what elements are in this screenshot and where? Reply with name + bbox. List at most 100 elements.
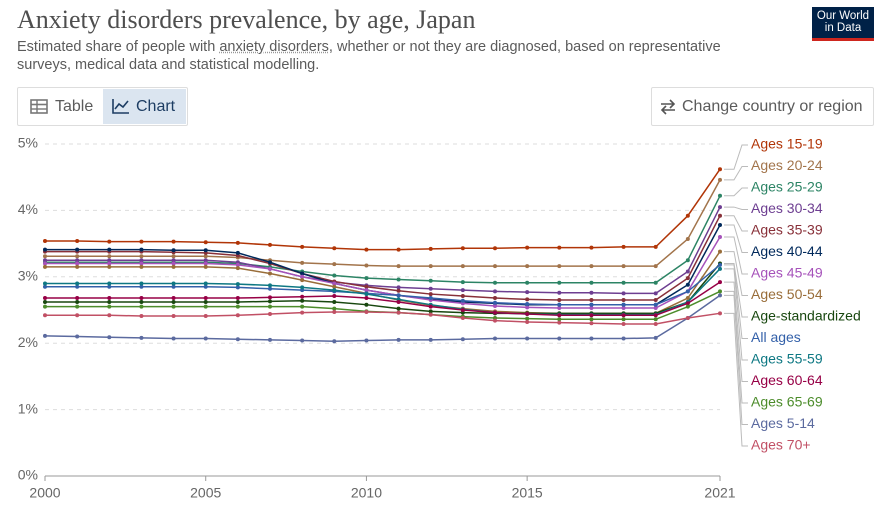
data-point [428, 312, 433, 317]
data-point [332, 280, 337, 285]
data-point [718, 289, 722, 294]
legend-label: Ages 5-14 [751, 415, 815, 431]
data-point [621, 317, 626, 322]
data-point [493, 318, 497, 323]
legend-label: Ages 70+ [751, 437, 811, 453]
data-point [107, 335, 112, 340]
data-point [171, 239, 176, 244]
data-point [75, 300, 80, 305]
title: Anxiety disorders prevalence, by age, Ja… [17, 5, 476, 34]
data-point [43, 264, 47, 269]
data-point [460, 300, 465, 305]
data-point [75, 260, 80, 265]
swap-icon [660, 99, 676, 115]
series-line [45, 179, 721, 267]
data-point [685, 269, 690, 274]
data-point [171, 284, 176, 289]
legend-connector [724, 290, 748, 404]
data-point [589, 306, 594, 311]
data-point [685, 289, 690, 294]
data-point [428, 297, 433, 302]
y-tick-label: 5% [18, 135, 38, 151]
data-point [364, 296, 369, 301]
data-point [493, 304, 497, 309]
data-point [557, 280, 562, 285]
data-point [653, 298, 658, 303]
data-point [43, 333, 47, 338]
change-country-button[interactable]: Change country or region [651, 87, 874, 126]
data-point [396, 298, 401, 303]
data-point [525, 336, 530, 341]
data-point [203, 258, 208, 263]
tab-table[interactable]: Table [19, 89, 102, 124]
data-point [364, 292, 369, 297]
data-point [428, 292, 433, 297]
data-point [557, 245, 562, 250]
x-tick-label: 2015 [512, 485, 543, 501]
logo[interactable]: Our World in Data [812, 7, 874, 41]
data-point [107, 313, 112, 318]
data-point [718, 193, 722, 198]
data-point [332, 309, 337, 314]
data-point [493, 336, 497, 341]
y-tick-label: 1% [18, 400, 38, 416]
data-point [171, 248, 176, 253]
data-point [493, 289, 497, 294]
data-point [525, 280, 530, 285]
y-tick-label: 4% [18, 201, 38, 217]
series-line [45, 281, 721, 317]
data-point [75, 281, 80, 286]
data-point [653, 280, 658, 285]
data-point [718, 249, 722, 254]
data-point [364, 338, 369, 343]
data-point [525, 302, 530, 307]
data-point [557, 302, 562, 307]
data-point [75, 304, 80, 309]
data-point [460, 301, 465, 306]
data-point [364, 263, 369, 268]
data-point [171, 261, 176, 266]
data-point [589, 264, 594, 269]
data-point [428, 264, 433, 269]
data-point [460, 314, 465, 319]
data-point [718, 167, 722, 172]
y-tick-label: 3% [18, 268, 38, 284]
legend-label: All ages [751, 329, 801, 345]
legend-label: Ages 60-64 [751, 372, 823, 388]
data-point [235, 304, 240, 309]
data-point [43, 238, 47, 243]
legend-label: Ages 25-29 [751, 179, 823, 195]
data-point [493, 280, 497, 285]
data-point [75, 249, 80, 254]
subtitle-text: , whether or not they are diagnosed, bas… [17, 39, 721, 73]
data-point [557, 320, 562, 325]
data-point [396, 310, 401, 315]
y-tick-label: 0% [18, 467, 38, 483]
data-point [525, 311, 530, 316]
data-point [300, 274, 305, 279]
data-point [332, 284, 337, 289]
data-point [589, 302, 594, 307]
data-point [43, 313, 47, 318]
data-point [107, 264, 112, 269]
subtitle-link[interactable]: anxiety disorders [219, 39, 329, 55]
data-point [300, 271, 305, 276]
data-point [300, 294, 305, 299]
series-line [45, 215, 721, 301]
data-point [107, 281, 112, 286]
data-point [300, 338, 305, 343]
data-point [75, 247, 80, 252]
legend-connector [724, 294, 748, 425]
data-point [43, 260, 47, 265]
data-point [203, 261, 208, 266]
data-point [621, 302, 626, 307]
y-tick-label: 2% [18, 334, 38, 350]
data-point [621, 280, 626, 285]
legend-label: Ages 45-49 [751, 265, 823, 281]
button-label: Change country or region [682, 98, 863, 115]
data-point [268, 286, 272, 291]
data-point [364, 309, 369, 314]
data-point [428, 304, 433, 309]
data-point [268, 299, 272, 304]
